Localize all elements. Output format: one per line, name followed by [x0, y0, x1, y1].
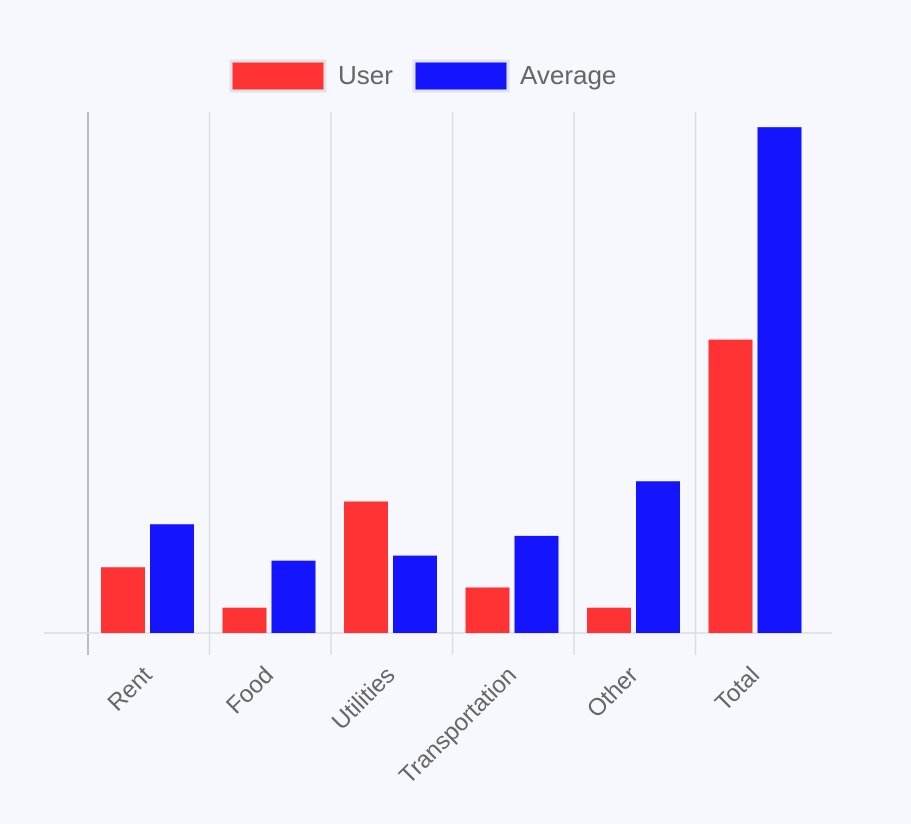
legend-label: User — [338, 60, 393, 90]
legend-item-user[interactable]: User — [229, 59, 393, 93]
bar-average-food[interactable] — [271, 560, 316, 633]
bar-user-total[interactable] — [708, 339, 753, 633]
x-tick-label: Rent — [103, 661, 158, 716]
bar-user-utilities[interactable] — [344, 501, 388, 633]
legend[interactable]: User Average — [229, 59, 616, 93]
bar-user-other[interactable] — [587, 607, 631, 633]
x-tick-label: Transportation — [394, 662, 522, 790]
x-tick-label: Utilities — [327, 662, 401, 736]
x-tick-label: Food — [221, 662, 279, 720]
bar-average-other[interactable] — [636, 481, 680, 633]
legend-label: Average — [520, 60, 616, 90]
legend-item-average[interactable]: Average — [412, 59, 616, 93]
legend-swatch — [412, 59, 510, 93]
bar-average-total[interactable] — [757, 127, 802, 634]
bar-average-rent[interactable] — [150, 524, 194, 633]
bar-user-transportation[interactable] — [465, 587, 510, 633]
x-tick-label: Total — [710, 662, 765, 717]
bars-layer — [101, 127, 802, 634]
legend-swatch — [229, 59, 327, 93]
bar-user-rent[interactable] — [101, 567, 145, 633]
x-tick-label: Other — [582, 662, 644, 724]
bar-user-food[interactable] — [222, 607, 267, 633]
bar-average-utilities[interactable] — [393, 555, 437, 633]
bar-average-transportation[interactable] — [514, 535, 559, 633]
